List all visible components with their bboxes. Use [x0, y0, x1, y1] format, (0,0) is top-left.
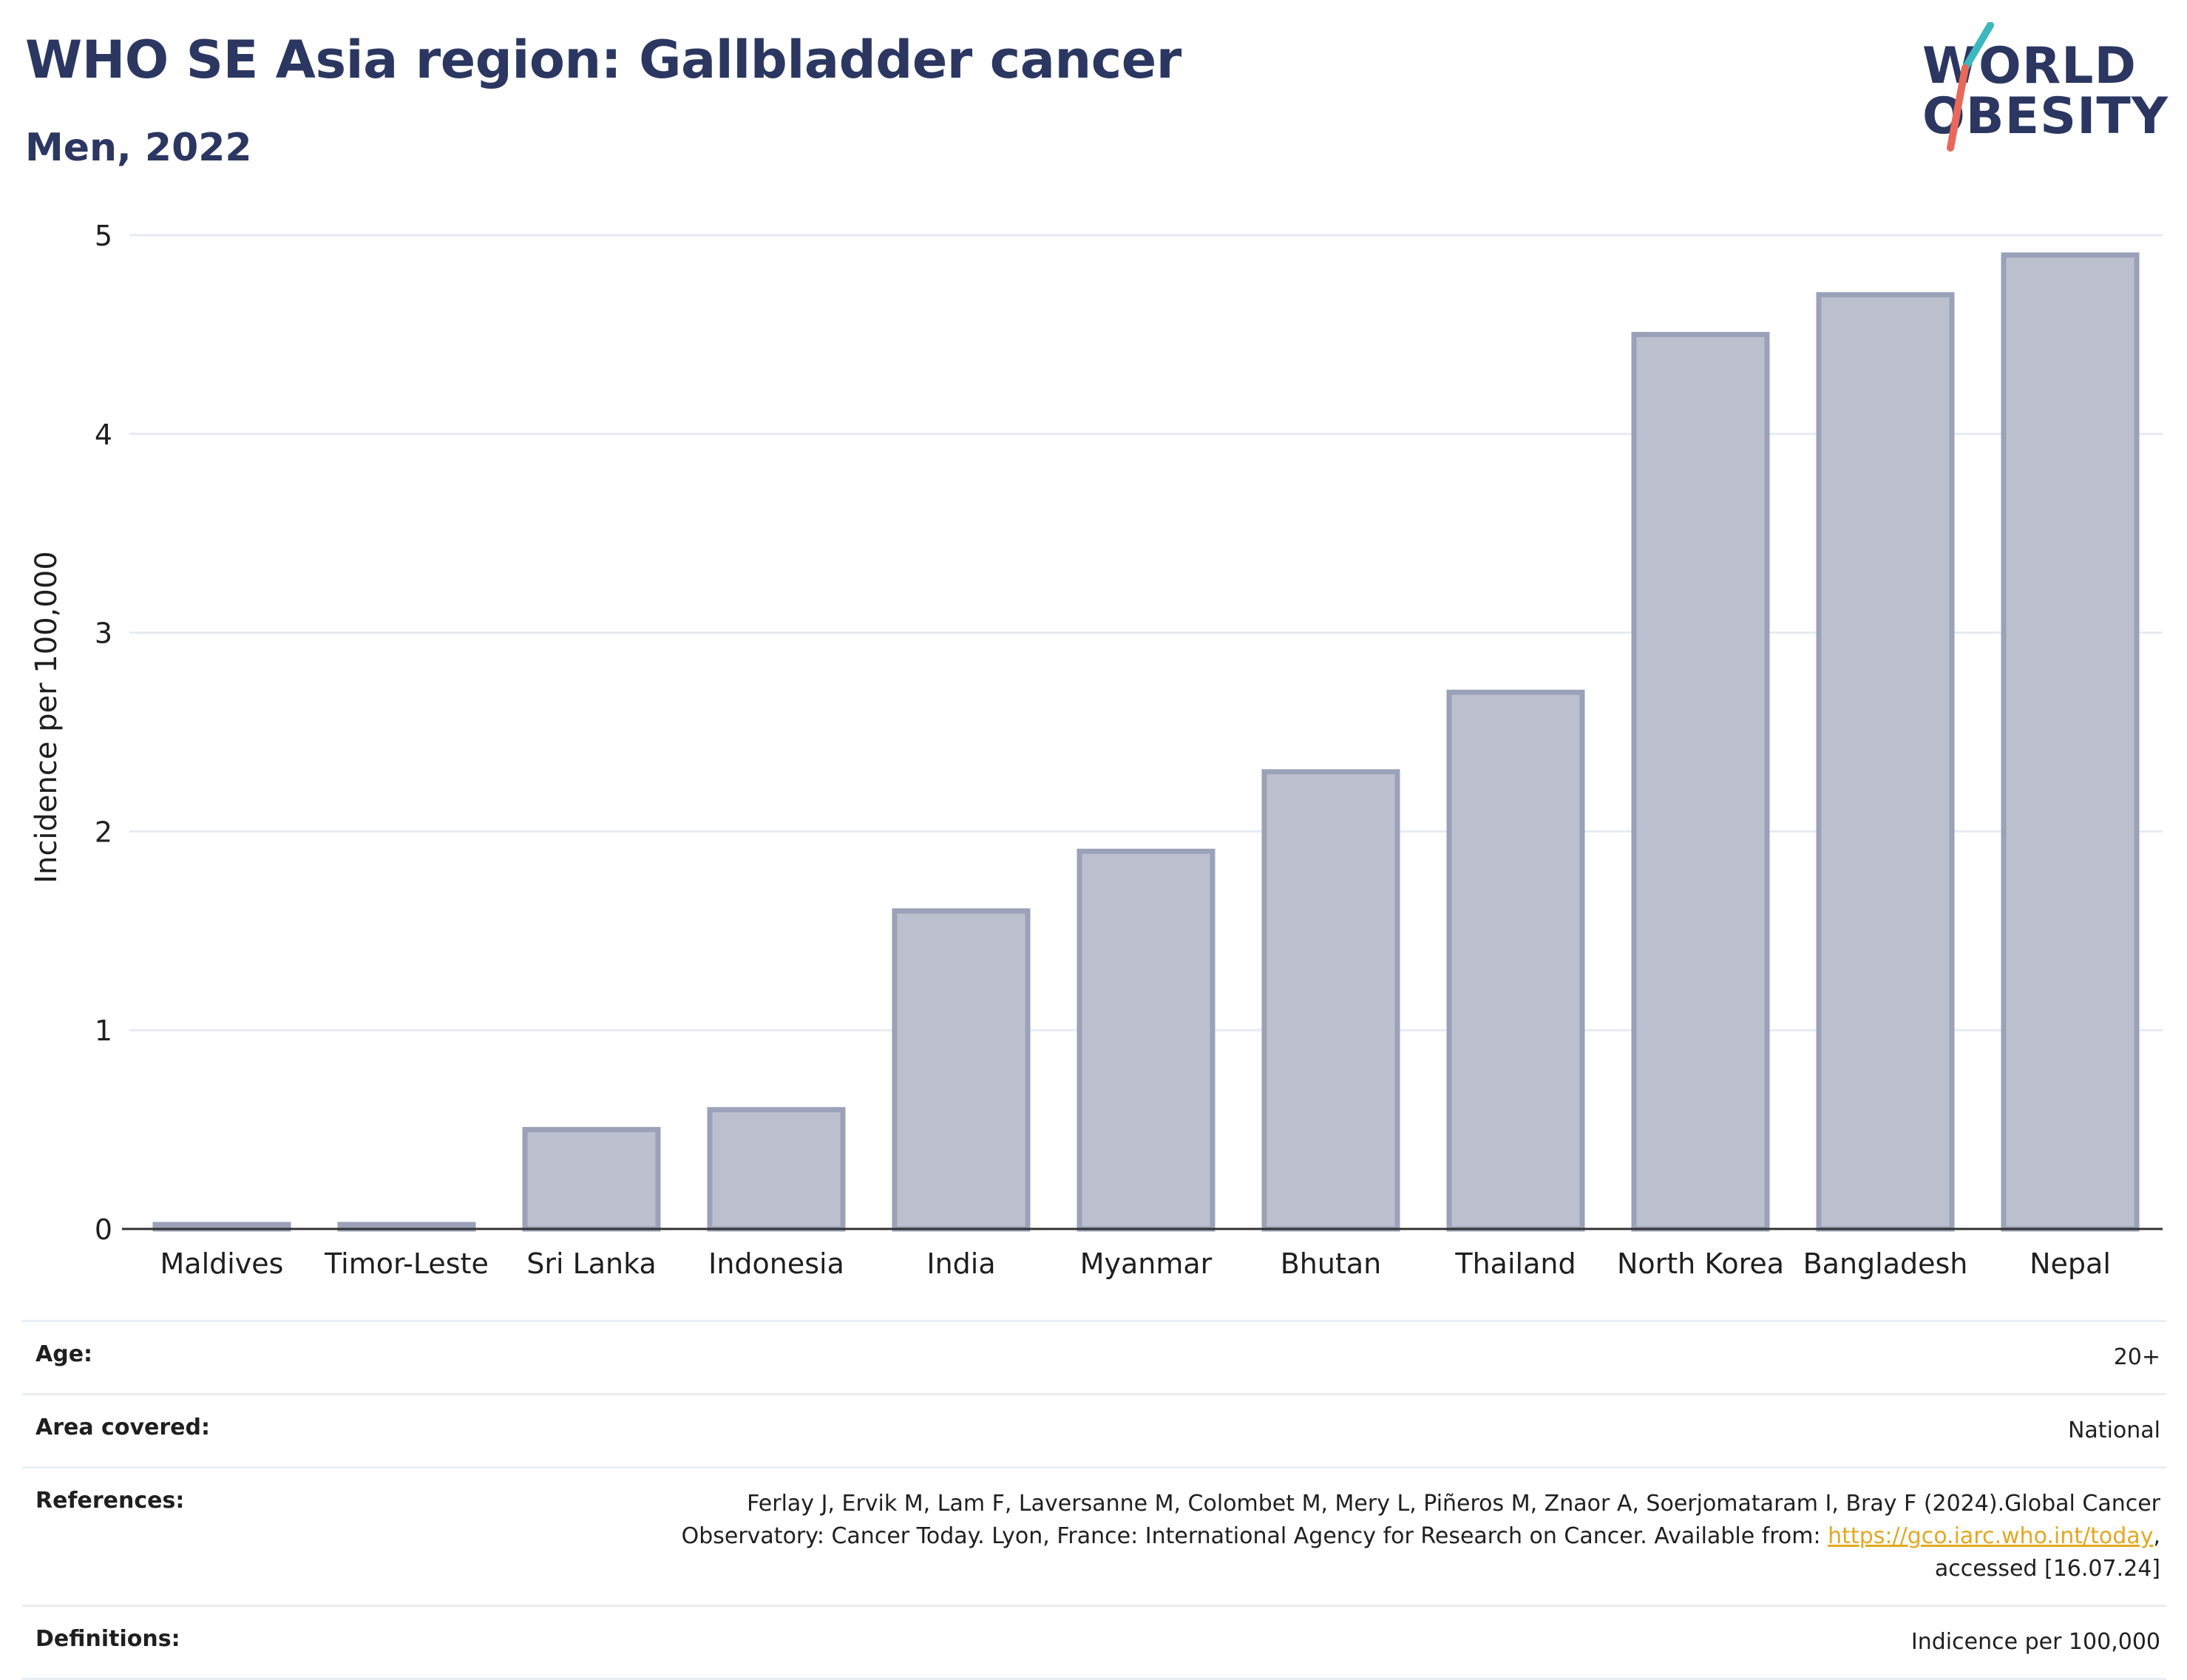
references-line3: accessed [16.07.24] [1934, 1556, 2160, 1582]
definitions-value: Indicence per 100,000 [1910, 1629, 2160, 1655]
meta-row-area: Area covered: National [22, 1395, 2166, 1469]
y-tick-label: 5 [95, 220, 112, 252]
logo-text-line1: WORLD [1922, 37, 2137, 95]
x-tick-label: Bhutan [1281, 1247, 1382, 1280]
bar-thailand [1446, 689, 1585, 1232]
age-label: Age: [35, 1341, 93, 1367]
definitions-label: Definitions: [35, 1626, 180, 1652]
y-tick-label: 1 [95, 1015, 112, 1047]
references-label: References: [35, 1488, 185, 1514]
bar-india [892, 908, 1031, 1232]
x-tick-label: Thailand [1454, 1247, 1576, 1280]
chart-title: WHO SE Asia region: Gallbladder cancer [25, 30, 1181, 90]
age-value: 20+ [2113, 1344, 2160, 1370]
y-tick-label: 2 [95, 816, 112, 848]
area-value: National [2067, 1418, 2160, 1443]
chart-subtitle: Men, 2022 [25, 126, 252, 170]
metadata-table: Age: 20+ Area covered: National Referenc… [22, 1320, 2166, 1680]
meta-row-references: References: Ferlay J, Ervik M, Lam F, La… [22, 1469, 2166, 1607]
area-label: Area covered: [35, 1415, 210, 1440]
bar-nepal [2001, 252, 2140, 1232]
references-line2: Observatory: Cancer Today. Lyon, France:… [681, 1523, 1828, 1549]
meta-row-definitions: Definitions: Indicence per 100,000 [22, 1607, 2166, 1680]
y-tick-label: 4 [95, 419, 112, 451]
bar-north-korea [1631, 331, 1770, 1232]
x-tick-label: Indonesia [708, 1247, 844, 1280]
bar-chart: 0 1 2 3 4 5 Maldives Timor-Leste Sri Lanka Indone… [30, 220, 2163, 1280]
bars [152, 252, 2140, 1232]
y-tick-label: 0 [95, 1213, 112, 1246]
references-link[interactable]: https://gco.iarc.who.int/today [1828, 1523, 2154, 1549]
x-tick-label: Nepal [2030, 1247, 2111, 1280]
bar-bangladesh [1816, 292, 1955, 1232]
logo-slash-icon [1947, 22, 1994, 152]
x-tick-label: Timor-Leste [324, 1247, 489, 1280]
references-line1: Ferlay J, Ervik M, Lam F, Laversanne M, … [747, 1491, 2160, 1517]
x-tick-label: Sri Lanka [526, 1247, 657, 1280]
meta-row-age: Age: 20+ [22, 1322, 2166, 1395]
y-tick-label: 3 [95, 617, 112, 650]
references-line2-end: , [2153, 1523, 2160, 1549]
x-tick-label: North Korea [1617, 1247, 1784, 1280]
x-tick-label: Maldives [160, 1247, 284, 1280]
x-tick-label: Myanmar [1080, 1247, 1213, 1280]
bar-indonesia [707, 1107, 846, 1232]
bar-sri-lanka [522, 1127, 661, 1232]
axes: 0 1 2 3 4 5 Maldives Timor-Leste Sri Lanka Indone… [95, 220, 2163, 1280]
y-axis-label: Incidence per 100,000 [30, 551, 64, 884]
bar-bhutan [1261, 769, 1400, 1232]
world-obesity-logo: WORLD OBESITY [1922, 22, 2174, 155]
x-tick-label: India [926, 1247, 995, 1280]
bar-myanmar [1076, 848, 1215, 1232]
x-tick-label: Bangladesh [1803, 1247, 1968, 1280]
references-value: Ferlay J, Ervik M, Lam F, Laversanne M, … [682, 1488, 2166, 1585]
